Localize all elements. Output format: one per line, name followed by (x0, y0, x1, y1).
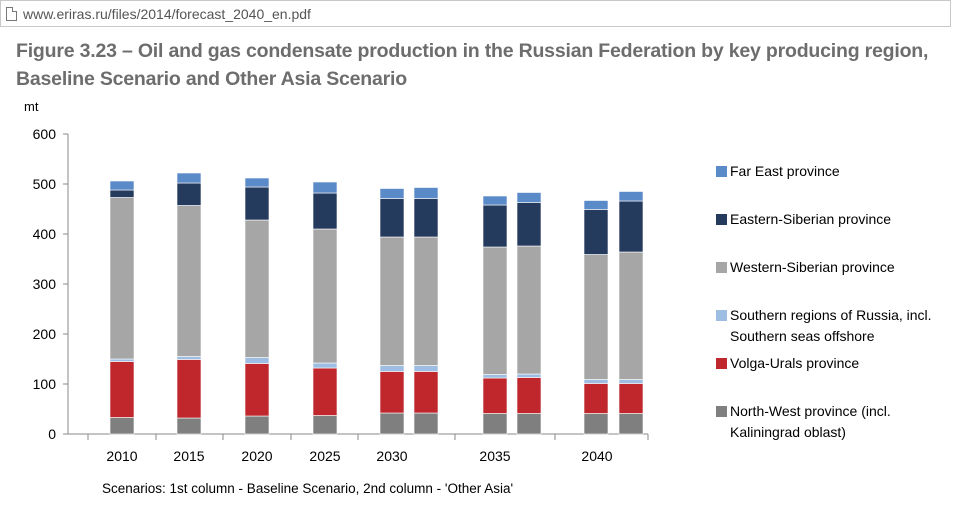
bar-segment (109, 358, 135, 362)
bar-segment (583, 209, 609, 255)
bar-segment (379, 365, 405, 372)
bar-segment (312, 181, 338, 194)
legend-label: Eastern-Siberian province (730, 211, 892, 227)
bar-segment (516, 202, 542, 247)
bar-segment (583, 379, 609, 384)
bar-segment (516, 245, 542, 375)
bar-segment (618, 379, 644, 384)
y-tick-label: 500 (33, 176, 57, 192)
address-bar[interactable]: www.eriras.ru/files/2014/forecast_2040_e… (0, 0, 951, 27)
bar-segment (482, 204, 508, 248)
legend-swatch (716, 406, 727, 417)
x-tick-label: 2040 (581, 448, 612, 464)
bar-segment (413, 198, 439, 238)
legend-swatch (716, 358, 727, 369)
bar-segment (244, 415, 270, 435)
figure-title-line-1: Figure 3.23 – Oil and gas condensate pro… (16, 40, 929, 62)
x-tick-label: 2010 (106, 448, 137, 464)
x-tick-label: 2030 (376, 448, 407, 464)
bar-segment (109, 417, 135, 435)
legend-swatch (716, 262, 727, 273)
y-tick-label: 200 (33, 326, 57, 342)
bar-segment (516, 192, 542, 203)
legend-swatch (716, 166, 727, 177)
x-tick-label: 2020 (241, 448, 272, 464)
bar-segment (618, 191, 644, 202)
y-tick-label: 300 (33, 276, 57, 292)
bar-segment (516, 413, 542, 435)
bar-segment (379, 236, 405, 366)
bar-segment (244, 363, 270, 417)
y-tick-label: 600 (33, 126, 57, 142)
bar-segment (618, 200, 644, 253)
bar-segment (516, 377, 542, 414)
bar-segment (413, 365, 439, 372)
bar-segment (482, 195, 508, 206)
bar-segment (176, 359, 202, 419)
bar-segment (379, 412, 405, 435)
bar-segment (413, 187, 439, 199)
bar-segment (583, 413, 609, 435)
bar-segment (379, 371, 405, 414)
y-axis-unit-label: mt (24, 99, 39, 114)
figure-title: Figure 3.23 – Oil and gas condensate pro… (16, 37, 946, 93)
bar-segment (516, 373, 542, 378)
bar-segment (176, 172, 202, 184)
bar-segment (618, 251, 644, 380)
bar-segment (618, 383, 644, 414)
bar-segment (312, 228, 338, 364)
legend-swatch (716, 310, 727, 321)
x-tick-label: 2035 (479, 448, 510, 464)
bar-segment (176, 205, 202, 357)
bar-segment (244, 357, 270, 364)
bar-segment (583, 200, 609, 210)
bar-segment (244, 219, 270, 358)
bar-segment (379, 198, 405, 238)
bar-segment (176, 356, 202, 360)
bar-segment (583, 383, 609, 414)
bar-segment (312, 415, 338, 435)
legend-label: Volga-Urals province (730, 355, 860, 371)
bar-segment (244, 186, 270, 221)
legend-label: Far East province (730, 163, 840, 179)
bar-segment (176, 182, 202, 206)
bar-segment (312, 192, 338, 230)
bar-segment (413, 236, 439, 366)
y-tick-label: 400 (33, 226, 57, 242)
bar-segment (312, 367, 338, 416)
legend-label: Western-Siberian province (730, 259, 895, 275)
bar-segment (312, 362, 338, 369)
bar-segment (176, 417, 202, 435)
bar-segment (482, 413, 508, 435)
x-tick-label: 2025 (309, 448, 340, 464)
y-tick-label: 100 (33, 376, 57, 392)
bar-segment (583, 254, 609, 380)
bar-segment (482, 246, 508, 375)
bar-segment (618, 413, 644, 435)
legend-swatch (716, 214, 727, 225)
address-url[interactable]: www.eriras.ru/files/2014/forecast_2040_e… (23, 6, 311, 22)
bar-segment (482, 374, 508, 379)
scenario-note: Scenarios: 1st column - Baseline Scenari… (102, 481, 514, 496)
legend-label: Southern regions of Russia, incl. Southe… (730, 307, 932, 344)
bar-segment (109, 361, 135, 418)
bar-segment (379, 188, 405, 199)
page-icon (6, 7, 17, 21)
y-tick-label: 0 (48, 426, 56, 442)
bar-segment (482, 377, 508, 414)
bar-segment (244, 177, 270, 188)
figure-title-line-2: Baseline Scenario and Other Asia Scenari… (16, 68, 407, 90)
bar-segment (109, 197, 135, 360)
x-tick-label: 2015 (173, 448, 204, 464)
bar-segment (413, 412, 439, 435)
legend-label: North-West province (incl. Kaliningrad o… (730, 403, 891, 440)
bar-segment (413, 371, 439, 414)
bar-segment (109, 189, 135, 198)
bar-segment (109, 180, 135, 191)
